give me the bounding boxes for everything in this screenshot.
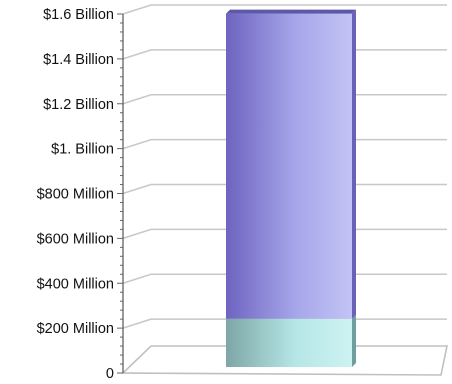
y-tick-label: $1. Billion	[51, 142, 114, 158]
bar-segment-upper	[226, 13, 352, 319]
y-tick-label: $200 Million	[37, 321, 114, 337]
bar-segment-lower-side	[352, 314, 356, 367]
gridlines	[122, 4, 447, 329]
y-tick-label: $1.2 Billion	[43, 97, 114, 113]
bars	[226, 9, 356, 367]
y-tick-label: $600 Million	[37, 231, 114, 247]
y-tick-label: $1.4 Billion	[43, 52, 114, 68]
gridline	[122, 4, 447, 15]
y-tick-label: 0	[106, 366, 114, 382]
y-tick-labels: 0 $200 Million $400 Million $600 Million $80…	[37, 7, 114, 382]
y-tick-label: $1.6 Billion	[43, 7, 114, 23]
bar-segment-upper-side	[352, 9, 356, 319]
y-tick-label: $800 Million	[37, 187, 114, 203]
y-tick-label: $400 Million	[37, 276, 114, 292]
bar-segment-lower	[226, 318, 352, 367]
y-axis	[117, 13, 124, 374]
bar-top-face	[226, 9, 356, 14]
